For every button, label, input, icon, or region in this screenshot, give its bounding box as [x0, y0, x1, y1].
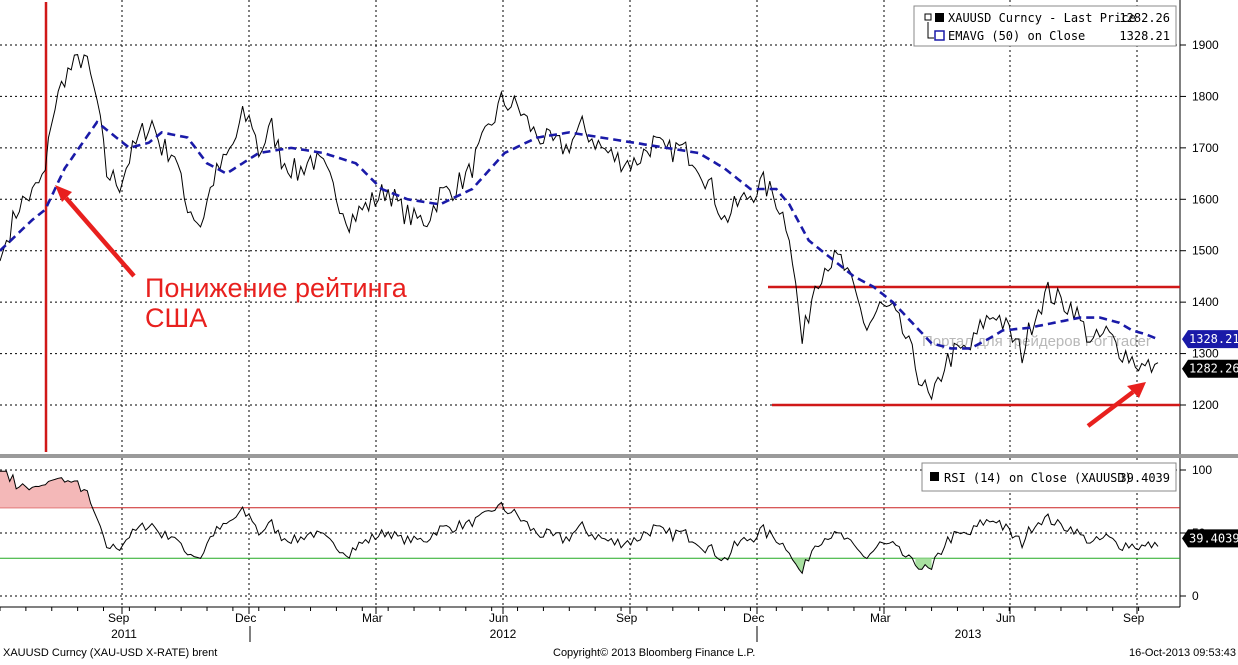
ema-last-value-bg: [1182, 330, 1238, 349]
x-axis-month-labels: Sep Dec Mar Jun Sep Dec Mar Jun Sep: [108, 611, 1145, 625]
legend-collapse-icon: [924, 13, 932, 21]
x-month-label: Mar: [362, 611, 383, 625]
x-axis-ticks: [0, 607, 1140, 642]
legend-price-value: 1282.26: [1119, 11, 1170, 25]
x-month-label: Dec: [235, 611, 256, 625]
rsi-last-value-text: 39.4039: [1189, 531, 1238, 545]
legend-price-swatch: [935, 13, 944, 22]
price-last-value-tag: 1282.26: [1182, 359, 1238, 378]
downgrade-annotation: Понижение рейтинга США: [55, 185, 408, 333]
price-legend: XAUUSD Curncy - Last Price 1282.26 EMAVG…: [913, 5, 1177, 47]
x-month-label: Sep: [1123, 611, 1145, 625]
footer: XAUUSD Curncy (XAU-USD X-RATE) brent Cop…: [3, 647, 1236, 659]
legend-ema-value: 1328.21: [1119, 29, 1170, 43]
legend-ema-name: EMAVG (50) on Close: [948, 29, 1085, 43]
price-y-tick-label: 1200: [1192, 398, 1219, 412]
price-y-tick-label: 1800: [1192, 89, 1219, 103]
rsi-legend-box: [921, 462, 1177, 492]
rsi-legend-swatch: [930, 472, 939, 481]
footer-timestamp: 16-Oct-2013 09:53:43: [1129, 647, 1236, 659]
trend-arrow-shaft: [1086, 390, 1135, 428]
rsi-panel: 050100 RSI (14) on Close (XAUUSD) 39.403…: [0, 458, 1238, 607]
legend-price-name: XAUUSD Curncy - Last Price: [948, 11, 1136, 25]
recent-trend-arrow: [1086, 382, 1146, 428]
annotation-arrow-shaft: [64, 196, 136, 278]
ema-series-line: [0, 120, 1159, 350]
x-month-label: Dec: [743, 611, 764, 625]
price-y-tick-label: 1900: [1192, 38, 1219, 52]
rsi-legend-name: RSI (14) on Close (XAUUSD): [944, 471, 1132, 485]
x-month-label: Sep: [108, 611, 130, 625]
rsi-y-tick-label: 100: [1192, 463, 1212, 477]
rsi-legend: RSI (14) on Close (XAUUSD) 39.4039: [921, 462, 1177, 492]
rsi-overbought-fill: [498, 502, 502, 508]
legend-ema-swatch: [934, 30, 945, 41]
price-y-tick-label: 1300: [1192, 347, 1219, 361]
last-value-tags: 1328.21 1282.26: [1182, 330, 1238, 378]
x-month-label: Mar: [870, 611, 891, 625]
rsi-overbought-fill: [0, 471, 91, 508]
price-gridlines: [0, 0, 1180, 454]
price-y-tick-label: 1400: [1192, 295, 1219, 309]
panel-separator: [0, 454, 1238, 458]
legend-box: [913, 5, 1177, 47]
rsi-last-value-tag: 39.4039: [1182, 529, 1238, 548]
footer-copyright: Copyright© 2013 Bloomberg Finance L.P.: [553, 647, 755, 659]
ema-last-value-text: 1328.21: [1189, 332, 1238, 346]
x-month-label: Sep: [616, 611, 638, 625]
x-year-label: 2011: [111, 627, 137, 641]
price-y-tick-label: 1600: [1192, 192, 1219, 206]
x-year-label: 2013: [955, 627, 982, 641]
price-y-tick-label: 1500: [1192, 244, 1219, 258]
rsi-last-value-bg: [1182, 529, 1238, 548]
x-year-label: 2012: [490, 627, 517, 641]
price-y-axis: 1200 1300 1400 1500 1600 1700 1800 1900: [1180, 38, 1219, 412]
rsi-y-tick-label: 0: [1192, 589, 1199, 603]
ema-last-value-tag: 1328.21: [1182, 330, 1238, 349]
annotation-line-2: США: [145, 303, 207, 333]
footer-security: XAUUSD Curncy (XAU-USD X-RATE) brent: [3, 647, 217, 659]
price-series-line: [0, 54, 1159, 401]
trend-arrow-head: [1127, 382, 1146, 398]
rsi-legend-value: 39.4039: [1119, 471, 1170, 485]
rsi-gridlines: [0, 458, 1180, 607]
price-last-value-bg: [1182, 359, 1238, 378]
rsi-series-line: [0, 470, 1159, 575]
price-y-tick-label: 1700: [1192, 141, 1219, 155]
x-axis: Sep Dec Mar Jun Sep Dec Mar Jun Sep 2011 2012 2013: [0, 606, 1180, 642]
price-last-value-text: 1282.26: [1189, 362, 1238, 376]
annotation-line-1: Понижение рейтинга: [145, 273, 408, 303]
annotation-arrow-head: [55, 185, 72, 202]
support-resistance-lines: [768, 285, 1180, 407]
x-month-label: Jun: [996, 611, 1015, 625]
legend-tree-connector: [927, 22, 934, 39]
x-axis-year-labels: 2011 2012 2013: [111, 627, 982, 641]
x-month-label: Jun: [489, 611, 508, 625]
